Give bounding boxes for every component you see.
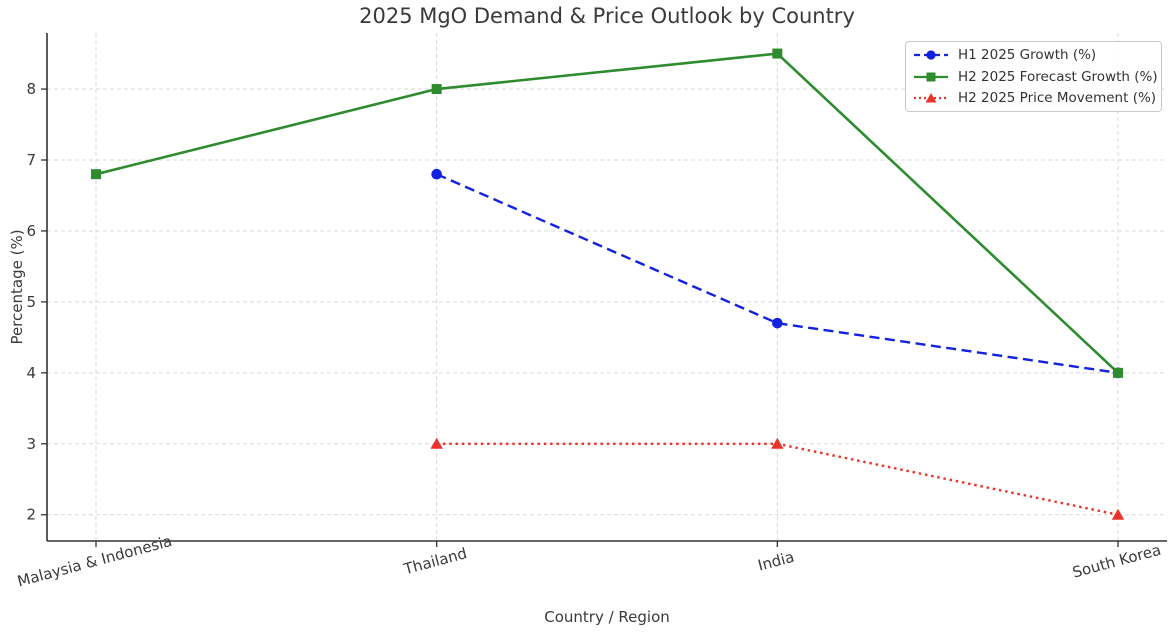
x-tick-label: India [756, 548, 796, 575]
legend-swatch-solid-square-icon [914, 72, 948, 81]
data-point-marker-triangle-3 [1111, 508, 1125, 520]
legend-swatch-dotted-triangle-icon [914, 92, 948, 103]
x-axis-label: Country / Region [544, 608, 670, 626]
data-point-marker-triangle-1 [430, 437, 443, 449]
data-point-marker-square-1 [431, 84, 442, 95]
legend: H1 2025 Growth (%) H2 2025 Forecast Grow… [905, 41, 1162, 112]
data-point-marker-circle-1 [431, 168, 442, 180]
legend-swatch-dashed-circle-icon [914, 50, 948, 60]
x-tick-label: Thailand [401, 544, 469, 578]
y-axis-label: Percentage (%) [8, 229, 26, 345]
legend-item-h2-2025-forecast-growth: H2 2025 Forecast Growth (%) [913, 67, 1158, 87]
y-tick-label: 7 [26, 151, 36, 169]
legend-label: H2 2025 Price Movement (%) [958, 89, 1157, 106]
legend-label: H2 2025 Forecast Growth (%) [958, 68, 1158, 85]
data-point-marker-square-0 [91, 169, 101, 180]
y-tick-label: 5 [26, 293, 36, 311]
y-tick-label: 8 [26, 80, 36, 98]
y-tick-label: 3 [26, 435, 36, 453]
y-tick-label: 2 [26, 506, 36, 524]
legend-item-h1-2025-growth: H1 2025 Growth (%) [913, 45, 1154, 65]
y-tick-label: 6 [26, 222, 36, 240]
legend-item-h2-2025-price-movement: H2 2025 Price Movement (%) [913, 88, 1157, 108]
data-point-marker-square-3 [1113, 367, 1123, 378]
data-point-marker-square-2 [772, 48, 783, 59]
data-point-marker-triangle-2 [771, 437, 784, 449]
x-tick-label: South Korea [1070, 541, 1162, 582]
data-point-marker-circle-2 [772, 317, 783, 329]
series-line-square [95, 52, 1119, 374]
legend-label: H1 2025 Growth (%) [958, 47, 1097, 64]
y-tick-label: 4 [26, 364, 36, 382]
chart-title: 2025 MgO Demand & Price Outlook by Count… [359, 4, 855, 28]
